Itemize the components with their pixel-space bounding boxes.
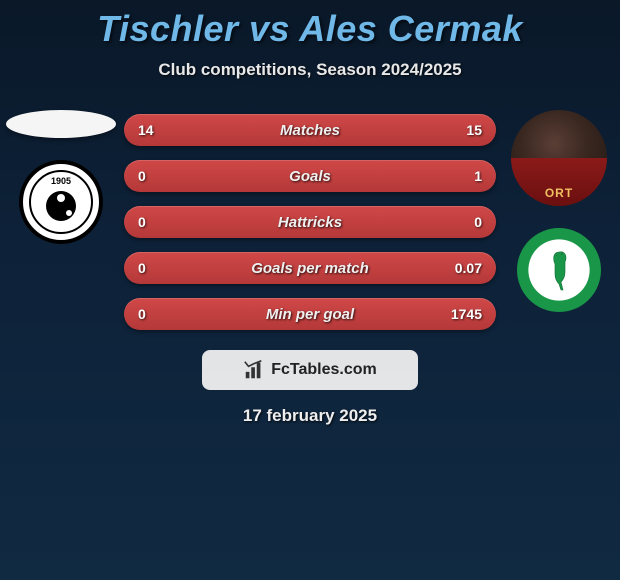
stat-row-goals-per-match: 0 Goals per match 0.07: [124, 252, 496, 284]
stat-right-value: 15: [432, 122, 482, 138]
player-left-column: 1905: [6, 110, 116, 244]
dynamo-inner-ring: 1905: [29, 170, 93, 234]
footer-date: 17 february 2025: [0, 406, 620, 426]
stat-label: Goals: [188, 168, 432, 185]
stat-left-value: 0: [138, 168, 188, 184]
stat-row-hattricks: 0 Hattricks 0: [124, 206, 496, 238]
stat-left-value: 0: [138, 260, 188, 276]
dynamo-year: 1905: [51, 176, 71, 186]
stat-label: Hattricks: [188, 214, 432, 231]
comparison-main: 1905 14 Matches 15 0 Goals 1 0 Hattricks…: [0, 110, 620, 330]
player-right-column: ORT: [504, 110, 614, 312]
stat-row-matches: 14 Matches 15: [124, 114, 496, 146]
stat-right-value: 0: [432, 214, 482, 230]
stats-column: 14 Matches 15 0 Goals 1 0 Hattricks 0 0 …: [124, 110, 496, 330]
comparison-title: Tischler vs Ales Cermak: [0, 0, 620, 50]
club-badge-bohemians: [517, 228, 601, 312]
club-badge-dynamo: 1905: [19, 160, 103, 244]
watermark: FcTables.com: [202, 350, 418, 390]
stat-right-value: 1: [432, 168, 482, 184]
stat-row-goals: 0 Goals 1: [124, 160, 496, 192]
dynamo-ball-icon: [46, 191, 76, 221]
comparison-subtitle: Club competitions, Season 2024/2025: [0, 60, 620, 80]
stat-right-value: 1745: [432, 306, 482, 322]
stat-label: Goals per match: [188, 260, 432, 277]
bar-chart-icon: [243, 359, 265, 381]
stat-left-value: 14: [138, 122, 188, 138]
stat-row-min-per-goal: 0 Min per goal 1745: [124, 298, 496, 330]
stat-left-value: 0: [138, 306, 188, 322]
player-jersey: ORT: [511, 158, 607, 206]
stat-right-value: 0.07: [432, 260, 482, 276]
stat-label: Matches: [188, 122, 432, 139]
jersey-sponsor-text: ORT: [511, 186, 607, 200]
watermark-text: FcTables.com: [271, 361, 377, 379]
player-right-avatar: ORT: [511, 110, 607, 206]
stat-label: Min per goal: [188, 306, 432, 323]
stat-left-value: 0: [138, 214, 188, 230]
player-left-avatar: [6, 110, 116, 138]
kangaroo-icon: [541, 248, 577, 292]
